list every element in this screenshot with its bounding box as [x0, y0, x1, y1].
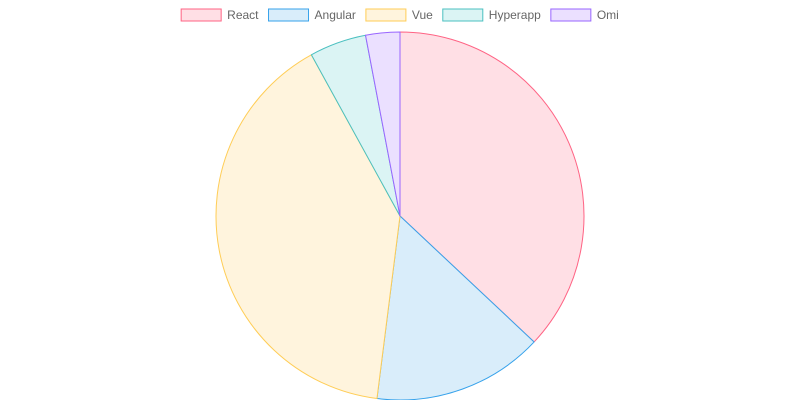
legend-swatch-hyperapp: [442, 8, 484, 22]
pie-slice-omi[interactable]: [365, 31, 401, 217]
legend-label-react: React: [227, 8, 259, 22]
legend-swatch-vue: [365, 8, 407, 22]
legend-swatch-angular: [268, 8, 310, 22]
legend-item-vue[interactable]: Vue: [365, 8, 433, 22]
legend-item-omi[interactable]: Omi: [550, 8, 619, 22]
legend-label-angular: Angular: [315, 8, 356, 22]
legend-label-vue: Vue: [412, 8, 433, 22]
legend-swatch-react: [180, 8, 222, 22]
legend-item-react[interactable]: React: [180, 8, 259, 22]
pie-slice-vue[interactable]: [215, 54, 401, 400]
pie-slice-react[interactable]: [399, 31, 585, 343]
pie-slices: [215, 31, 585, 400]
legend-label-hyperapp: Hyperapp: [489, 8, 541, 22]
legend-label-omi: Omi: [597, 8, 619, 22]
legend-swatch-omi: [550, 8, 592, 22]
legend-item-angular[interactable]: Angular: [268, 8, 356, 22]
chart-legend: React Angular Vue Hyperapp Omi: [180, 8, 619, 22]
legend-item-hyperapp[interactable]: Hyperapp: [442, 8, 541, 22]
